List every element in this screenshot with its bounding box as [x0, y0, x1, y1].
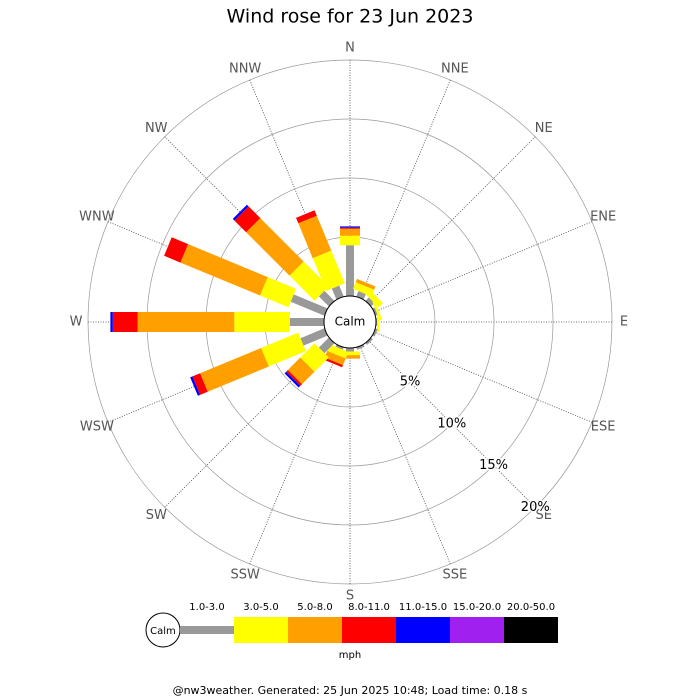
bar-segment	[260, 277, 296, 308]
bar-segment	[192, 373, 208, 395]
bar-segment	[298, 215, 332, 259]
ring-label: 20%	[521, 500, 550, 515]
legend-calm-label: Calm	[150, 626, 176, 637]
bar-segment	[365, 337, 373, 345]
legend-label: 15.0-20.0	[453, 602, 501, 613]
ring-label: 15%	[479, 458, 508, 473]
chart-title: Wind rose for 23 Jun 2023	[227, 6, 474, 28]
bar-segment	[287, 357, 315, 385]
calm-label: Calm	[335, 315, 366, 329]
bar-segment	[372, 301, 383, 321]
bar-segment	[164, 237, 189, 263]
bar-segment	[340, 235, 360, 246]
legend-label: 3.0-5.0	[243, 602, 278, 613]
bar-segment	[324, 350, 346, 366]
bar-segment	[180, 244, 268, 296]
bar-segment	[234, 312, 290, 332]
bar-segment	[284, 371, 301, 388]
bar-segment	[340, 227, 360, 229]
spoke	[359, 79, 451, 299]
direction-label: WSW	[80, 419, 114, 434]
bar-segment	[340, 226, 360, 228]
bar-segment	[377, 312, 380, 332]
bar-segment	[355, 278, 376, 290]
bar-segment	[331, 285, 344, 300]
bar-segment	[372, 328, 378, 337]
spoke	[359, 345, 451, 565]
bar-segment	[261, 332, 306, 367]
direction-label: SE	[536, 508, 552, 523]
bar-segment	[246, 218, 304, 276]
spoke	[373, 331, 593, 423]
legend-label: 20.0-50.0	[507, 602, 555, 613]
bar-segment	[340, 228, 360, 236]
direction-label: SW	[146, 508, 167, 523]
bar-segment	[232, 204, 249, 221]
legend-swatch	[504, 617, 558, 643]
direction-label: NE	[535, 121, 553, 136]
legend-swatch	[234, 617, 288, 643]
spoke	[164, 340, 332, 508]
bar-segment	[289, 318, 324, 326]
direction-label: NNE	[441, 61, 469, 76]
legend-swatch	[450, 617, 504, 643]
bar-segment	[290, 294, 328, 316]
spoke	[249, 345, 341, 565]
direction-label: E	[620, 315, 628, 330]
bar-segment	[112, 312, 138, 332]
legend-label: 8.0-11.0	[348, 602, 390, 613]
bar-segment	[323, 357, 343, 368]
legend-label: 11.0-15.0	[399, 602, 447, 613]
direction-label: S	[346, 589, 354, 604]
direction-label: ENE	[590, 210, 616, 225]
legend-swatch	[396, 617, 450, 643]
bar-segment	[356, 344, 365, 350]
footer: @nw3weather. Generated: 25 Jun 2025 10:4…	[173, 684, 528, 697]
bar-segment	[110, 312, 113, 332]
bar-segment	[300, 328, 328, 346]
ring-label: 5%	[400, 375, 421, 390]
bar-segment	[346, 348, 354, 352]
legend-swatch	[180, 626, 234, 634]
units-label: mph	[339, 650, 361, 661]
spoke	[249, 79, 341, 299]
bar-segment	[234, 206, 261, 233]
legend-label: 1.0-3.0	[189, 602, 224, 613]
spoke	[373, 221, 593, 313]
bar-segment	[190, 376, 201, 396]
ring-label: 10%	[437, 416, 466, 431]
bar-segment	[364, 289, 383, 308]
legend-label: 5.0-8.0	[297, 602, 332, 613]
bar-segment	[318, 337, 335, 354]
bar-segment	[200, 348, 269, 392]
bar-segment	[372, 307, 378, 316]
direction-label: NW	[145, 121, 168, 136]
bar-segment	[327, 344, 349, 359]
bar-segment	[318, 290, 335, 307]
bar-segment	[286, 370, 302, 386]
bar-segment	[365, 297, 375, 307]
bar-segment	[289, 261, 329, 301]
calm-circle	[323, 295, 377, 349]
direction-label: WNW	[79, 210, 115, 225]
bar-segment	[312, 250, 345, 291]
direction-label: N	[345, 41, 355, 56]
direction-label: SSE	[442, 568, 467, 583]
bar-segment	[346, 245, 354, 296]
direction-label: NNW	[229, 61, 261, 76]
bar-segment	[296, 210, 317, 224]
direction-label: W	[70, 315, 83, 330]
spoke	[368, 136, 536, 304]
direction-label: SSW	[230, 568, 260, 583]
spoke	[368, 340, 536, 508]
bar-segment	[137, 312, 235, 332]
direction-label: ESE	[591, 419, 616, 434]
bar-segment	[335, 344, 344, 350]
legend-swatch	[342, 617, 396, 643]
legend-swatch	[288, 617, 342, 643]
